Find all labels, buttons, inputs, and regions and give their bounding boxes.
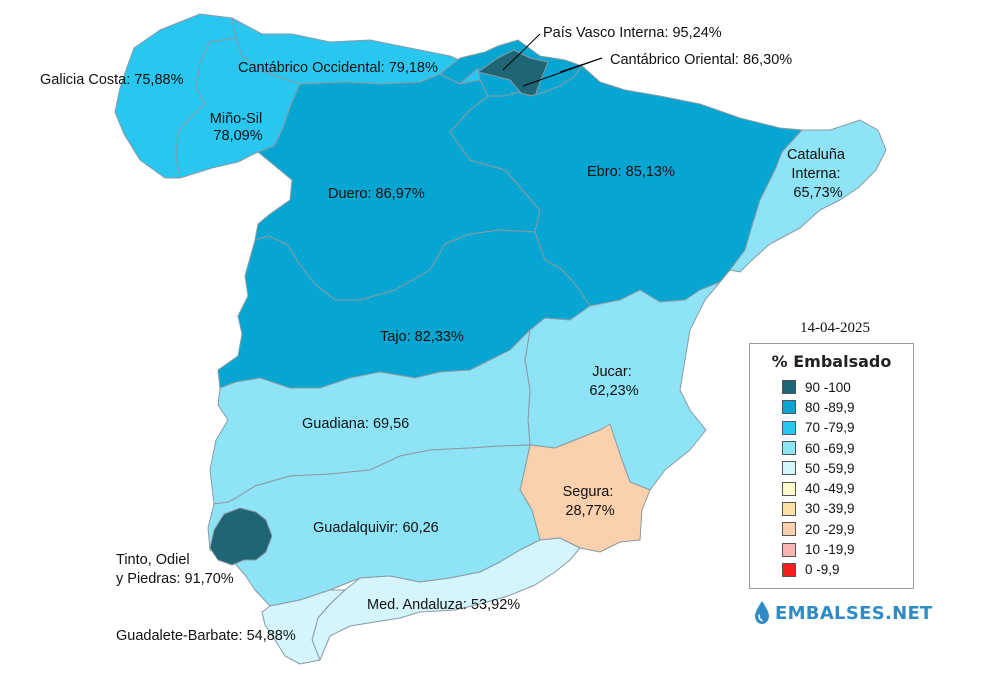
legend-label: 50 -59,9 [805,460,855,476]
label-ebro: Ebro: 85,13% [587,164,675,180]
leader-line-cantabrico-oriental-2 [559,57,603,73]
label-mino-sil-line-1: Miño-Sil [210,111,262,127]
label-mino-sil: Miño-Sil 78,09% [210,111,266,144]
brand-logo[interactable]: EMBALSES.NET [753,600,933,626]
label-galicia-costa: Galicia Costa: 75,88% [40,72,184,88]
legend-item: 20 -29,9 [750,519,913,539]
legend-swatch [782,501,796,516]
legend-item: 90 -100 [750,377,913,397]
legend-label: 60 -69,9 [805,440,855,456]
legend-item: 0 -9,9 [750,560,913,580]
legend-items: 90 -100 80 -89,9 70 -79,9 60 -69,9 50 -5… [750,377,913,580]
legend-item: 30 -39,9 [750,499,913,519]
label-jucar-line-2: 62,23% [589,383,638,399]
label-cataluna-line-3: 65,73% [793,185,842,201]
legend-label: 20 -29,9 [805,521,855,537]
leader-line-pais-vasco [502,33,541,71]
label-segura-line-1: Segura: [563,484,614,500]
legend-label: 70 -79,9 [805,420,855,436]
legend-item: 60 -69,9 [750,438,913,458]
label-cantabrico-oriental: Cantábrico Oriental: 86,30% [610,52,792,68]
legend-label: 80 -89,9 [805,399,855,415]
legend-item: 70 -79,9 [750,418,913,438]
label-tinto-line-2: y Piedras: 91,70% [116,571,234,587]
label-jucar: Jucar: 62,23% [589,364,638,399]
legend-swatch [782,542,796,557]
label-guadalquivir: Guadalquivir: 60,26 [313,520,439,536]
label-segura: Segura: 28,77% [563,484,618,519]
legend-item: 40 -49,9 [750,478,913,498]
label-duero: Duero: 86,97% [328,186,425,202]
label-guadiana: Guadiana: 69,56 [302,416,409,432]
legend-label: 90 -100 [805,379,851,395]
map-date: 14-04-2025 [800,320,870,336]
legend-swatch [782,481,796,496]
legend-swatch [782,461,796,476]
legend-label: 40 -49,9 [805,481,855,497]
legend-item: 80 -89,9 [750,397,913,417]
water-drop-icon [755,601,769,624]
region-guadalete-barbate [261,589,346,665]
label-cataluna-interna: Cataluña Interna: 65,73% [787,147,849,201]
legend-swatch [782,400,796,415]
legend-label: 0 -9,9 [805,562,840,578]
label-pais-vasco-interna: País Vasco Interna: 95,24% [543,25,722,41]
region-cataluna-interna [729,119,887,273]
region-tinto-odiel-piedras [209,507,273,566]
label-cataluna-line-2: Interna: [791,166,840,182]
legend-label: 30 -39,9 [805,501,855,517]
label-jucar-line-1: Jucar: [592,364,632,380]
legend-swatch [782,562,796,577]
legend-swatch [782,441,796,456]
legend-swatch [782,522,796,537]
region-pais-vasco-interna [477,49,549,97]
label-segura-line-2: 28,77% [565,503,614,519]
label-mino-sil-line-2: 78,09% [213,128,262,144]
legend-title: % Embalsado [771,352,892,371]
legend-item: 10 -19,9 [750,539,913,559]
label-guadalete-barbate: Guadalete-Barbate: 54,88% [116,628,296,644]
label-med-andaluza: Med. Andaluza: 53,92% [367,597,520,613]
legend-swatch [782,420,796,435]
label-tajo: Tajo: 82,33% [380,329,464,345]
legend: % Embalsado 90 -100 80 -89,9 70 -79,9 60… [749,343,914,589]
legend-item: 50 -59,9 [750,458,913,478]
label-cantabrico-occidental: Cantábrico Occidental: 79,18% [238,60,438,76]
legend-label: 10 -19,9 [805,542,855,558]
legend-swatch [782,380,796,395]
label-tinto-line-1: Tinto, Odiel [116,552,190,568]
label-tinto-odiel-piedras: Tinto, Odiel y Piedras: 91,70% [116,552,234,587]
brand-name: EMBALSES.NET [775,602,933,624]
region-mediterranea-andaluza [311,537,581,661]
label-cataluna-line-1: Cataluña [787,147,846,163]
